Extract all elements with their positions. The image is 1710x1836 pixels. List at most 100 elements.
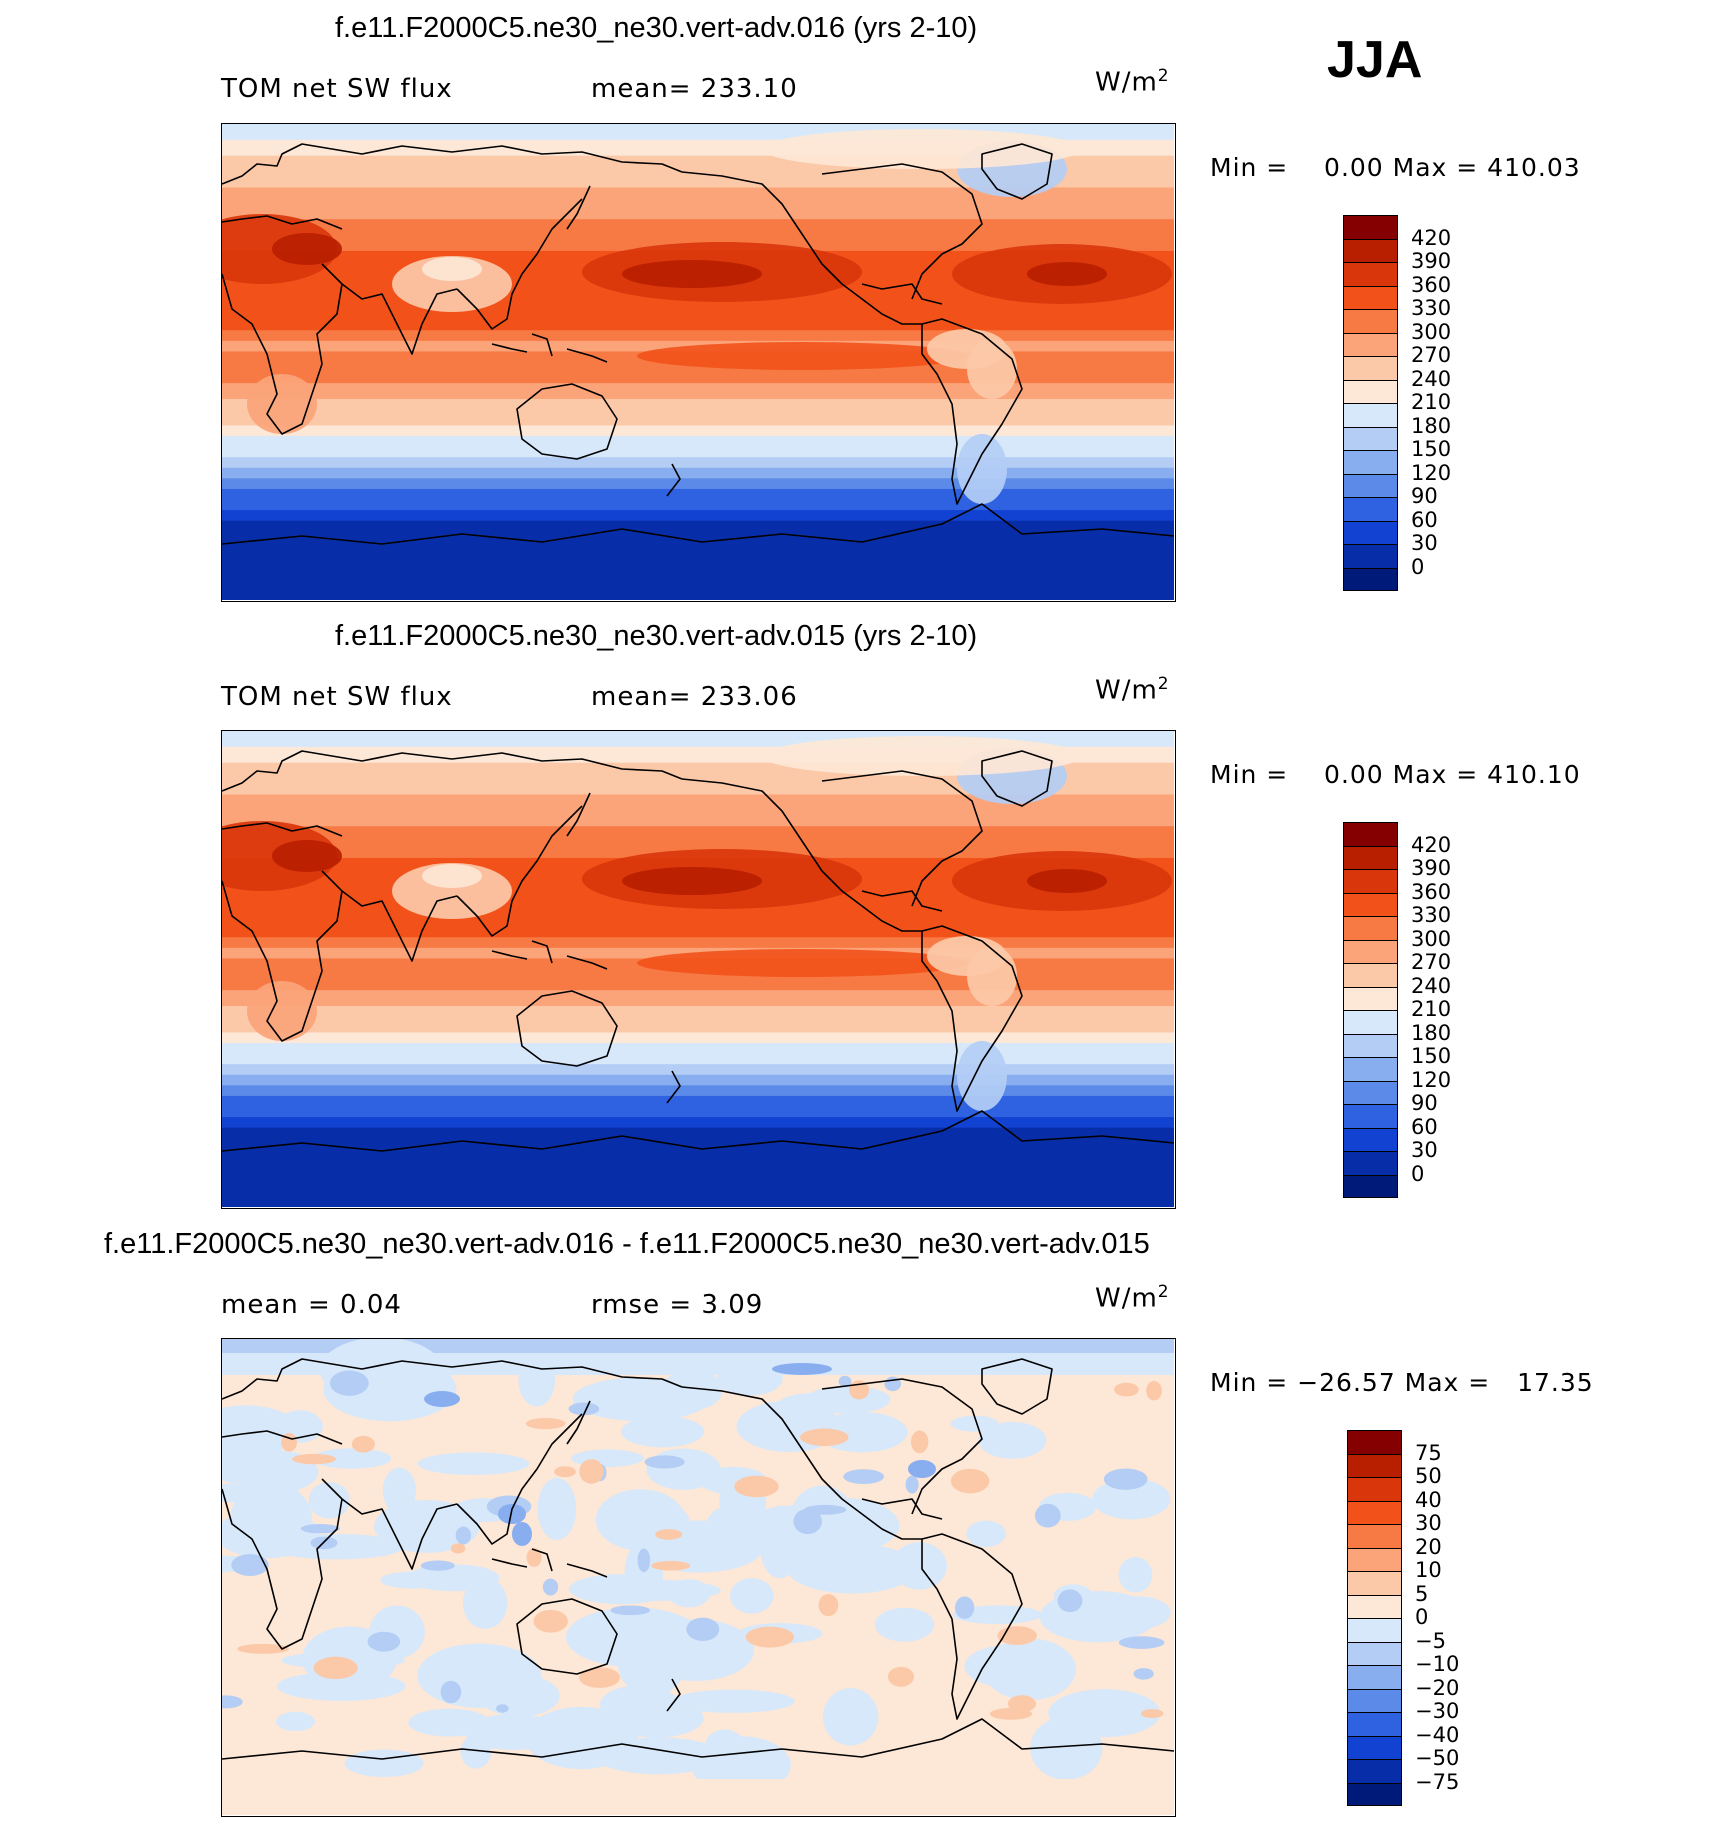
season-label: JJA: [1327, 31, 1423, 89]
colorbar-box: [1347, 1571, 1402, 1595]
diff-patch-strong: [1133, 1668, 1154, 1680]
panel-1-map: [221, 123, 1176, 602]
coastline: [456, 198, 583, 330]
panel-3-mean-label: mean = 0.04: [221, 1290, 402, 1320]
panel-1-map-svg: [222, 124, 1174, 600]
colorbar-tick-label: 0: [1411, 1161, 1425, 1186]
colorbar-tick-label: 5: [1415, 1581, 1429, 1606]
coastline: [681, 1386, 922, 1540]
panel-2-map-svg: [222, 731, 1174, 1207]
coastline: [516, 383, 618, 460]
diff-band: [222, 1779, 1174, 1815]
coastline: [861, 283, 943, 305]
coastline: [491, 343, 528, 353]
diff-patch-strong: [838, 1375, 852, 1388]
diff-patch-strong: [300, 1523, 340, 1534]
colorbar-box: [1343, 332, 1398, 356]
panel-1-contour-fill: [222, 124, 1174, 600]
colorbar-tick-label: 210: [1411, 390, 1452, 414]
sw-band: [222, 937, 1174, 949]
panel-3-map-svg: [222, 1339, 1174, 1815]
colorbar-tick-label: 150: [1411, 1044, 1452, 1068]
diff-patch-warm: [734, 1475, 779, 1498]
panel-3-rmse-label: rmse = 3.09: [591, 1290, 764, 1320]
colorbar-tick-label: 90: [1411, 1091, 1438, 1115]
colorbar-box: [1343, 986, 1398, 1010]
coastline: [921, 1533, 1023, 1720]
colorbar-tick-label: 390: [1411, 249, 1452, 273]
sw-region: [762, 129, 1082, 169]
coastline: [222, 1110, 1174, 1152]
colorbar-tick-label: 270: [1411, 343, 1452, 367]
sw-band: [222, 1074, 1174, 1086]
colorbar-box: [1347, 1712, 1402, 1736]
coastline: [666, 1070, 681, 1104]
diff-patch-warm: [745, 1626, 794, 1648]
colorbar-box: [1343, 356, 1398, 380]
diff-patch-warm: [526, 1547, 542, 1567]
colorbar-tick-label: 50: [1415, 1464, 1442, 1488]
diff-patch-warm: [450, 1543, 466, 1554]
coastline: [531, 940, 553, 964]
colorbar-box: [1343, 262, 1398, 286]
diff-patch: [1118, 1557, 1153, 1593]
coastline: [222, 1718, 1174, 1760]
diff-patch-strong: [568, 1402, 600, 1416]
coastline: [222, 822, 343, 837]
colorbar-box: [1343, 1080, 1398, 1104]
panel-3-title: f.e11.F2000C5.ne30_ne30.vert-adv.016 - f…: [104, 1228, 1150, 1260]
diff-patch-blue: [512, 1522, 532, 1546]
diff-patch-blue: [424, 1391, 460, 1407]
panel-3-coastlines: [222, 1358, 1174, 1760]
diff-patch: [565, 1607, 702, 1668]
coastline: [566, 185, 591, 230]
coastline: [222, 1358, 683, 1400]
coastline: [341, 283, 458, 355]
colorbar-tick-label: 300: [1411, 319, 1452, 344]
diff-patch: [1104, 1596, 1171, 1630]
colorbar-tick-label: 420: [1411, 225, 1452, 250]
diff-patch-blue: [498, 1504, 526, 1524]
sw-region: [247, 981, 317, 1041]
coastline: [861, 890, 943, 912]
coastline: [341, 890, 458, 962]
colorbar-tick-label: 90: [1411, 484, 1438, 508]
colorbar-tick-label: −50: [1415, 1746, 1460, 1770]
coastline: [222, 750, 683, 792]
sw-region: [392, 863, 512, 919]
diff-patch: [874, 1607, 935, 1642]
colorbar-box: [1347, 1477, 1402, 1501]
coastline: [222, 263, 343, 435]
sw-band: [222, 531, 1174, 600]
sw-region: [392, 256, 512, 312]
diff-patch-warm: [1114, 1382, 1139, 1397]
diff-patch-strong: [686, 1617, 720, 1642]
sw-band: [222, 1117, 1174, 1129]
sw-band: [222, 1043, 1174, 1055]
colorbar-box: [1343, 1127, 1398, 1151]
coastline: [341, 1498, 458, 1570]
diff-patch-strong: [1034, 1503, 1061, 1528]
coastline: [531, 1548, 553, 1572]
sw-band: [222, 383, 1174, 400]
diff-patch-strong: [1103, 1468, 1148, 1490]
colorbar-box: [1347, 1641, 1402, 1665]
diff-patch-warm: [1146, 1380, 1162, 1401]
sw-band: [222, 520, 1174, 532]
panel-2-title: f.e11.F2000C5.ne30_ne30.vert-adv.015 (yr…: [335, 620, 978, 652]
colorbar-tick-label: 10: [1415, 1558, 1442, 1582]
coastline: [681, 778, 922, 932]
coastline: [921, 925, 1023, 1112]
diff-patch: [966, 1520, 1006, 1548]
diff-patch: [572, 1377, 710, 1422]
coastline: [516, 1598, 618, 1675]
coastline: [222, 215, 343, 230]
colorbar-box: [1347, 1524, 1402, 1548]
colorbar-box: [1343, 1057, 1398, 1081]
diff-patch-warm: [651, 1560, 691, 1571]
colorbar-tick-label: 40: [1415, 1487, 1442, 1512]
coastline: [222, 503, 1174, 545]
colorbar-box: [1347, 1594, 1402, 1618]
sw-region: [762, 736, 1082, 776]
colorbar-box: [1347, 1665, 1402, 1689]
